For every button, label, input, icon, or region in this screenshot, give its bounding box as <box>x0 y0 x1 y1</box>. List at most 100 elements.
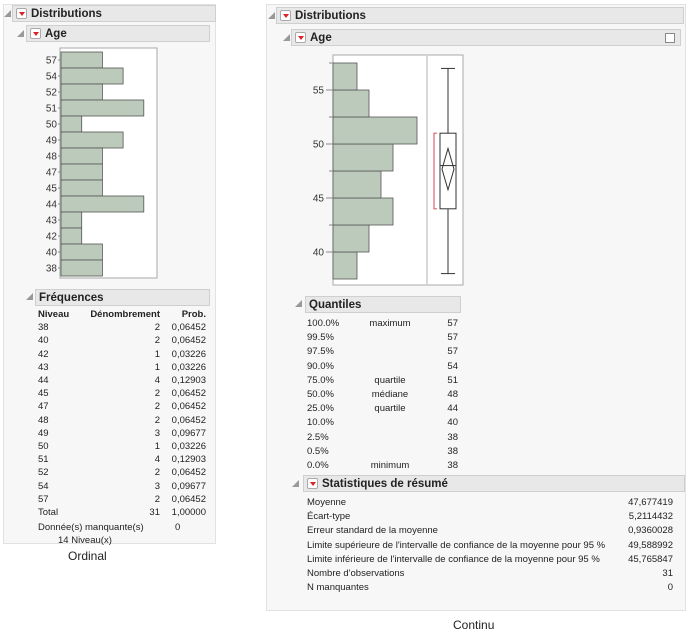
summary-label: N manquantes <box>307 582 369 594</box>
quantile-value: 57 <box>447 332 458 344</box>
disclosure-icon[interactable] <box>295 300 302 307</box>
histogram-bar <box>332 197 394 226</box>
histogram-bar <box>60 67 124 85</box>
missing-value: 0 <box>175 522 181 534</box>
axis-tick-label: 45 <box>313 194 325 205</box>
table-cell: 47 <box>38 401 49 413</box>
continuous-plot: 40 45 50 55 <box>313 54 464 286</box>
quantile-pct: 25.0% <box>307 403 334 415</box>
quantile-pct: 50.0% <box>307 389 334 400</box>
table-cell: 57 <box>38 493 49 505</box>
table-cell: 44 <box>38 375 49 386</box>
age-header[interactable]: Age <box>26 25 210 42</box>
table-cell: 54 <box>38 480 49 492</box>
table-cell: 2 <box>154 322 160 334</box>
histogram-bar <box>332 62 358 91</box>
table-cell: 42 <box>38 348 49 360</box>
red-triangle-menu-icon[interactable] <box>295 32 306 43</box>
histogram-bar <box>60 115 83 133</box>
summary-value: 45,765847 <box>628 553 673 565</box>
table-cell: 2 <box>154 401 160 413</box>
histogram-bar <box>60 259 103 277</box>
red-triangle-menu-icon[interactable] <box>16 8 27 19</box>
frequencies-header[interactable]: Fréquences <box>35 289 210 306</box>
histogram-bar <box>60 83 103 101</box>
table-cell: 0,03226 <box>171 361 206 373</box>
summary-value: 31 <box>662 568 673 579</box>
summary-value: 47,677419 <box>628 497 673 508</box>
disclosure-icon[interactable] <box>292 480 299 487</box>
age-header[interactable]: Age <box>291 29 681 46</box>
quantile-value: 38 <box>447 445 458 457</box>
table-cell: 1 <box>154 361 160 373</box>
summary-label: Erreur standard de la moyenne <box>307 525 438 537</box>
table-cell: 49 <box>38 427 49 439</box>
table-cell: 2 <box>154 414 160 426</box>
report-options-icon[interactable] <box>665 33 675 43</box>
histogram-bar <box>60 131 124 149</box>
quantile-value: 57 <box>447 318 458 329</box>
summary-label: Limite inférieure de l'intervalle de con… <box>307 553 600 565</box>
histogram-bar <box>332 170 382 199</box>
histogram-bar <box>60 179 103 197</box>
axis-tick-label: 40 <box>313 248 325 259</box>
disclosure-icon[interactable] <box>283 34 290 41</box>
table-cell: 2 <box>154 335 160 347</box>
quantile-pct: 90.0% <box>307 360 334 372</box>
total-cell: 1,00000 <box>171 507 206 518</box>
ordinal-histogram: 57 54 52 51 50 49 48 47 45 44 43 42 40 38 <box>46 47 158 279</box>
red-triangle-menu-icon[interactable] <box>280 10 291 21</box>
quantile-label: quartile <box>374 403 406 415</box>
table-cell: 0,06452 <box>171 335 206 347</box>
quantile-value: 48 <box>447 389 458 400</box>
summary-value: 0 <box>667 582 673 594</box>
disclosure-icon[interactable] <box>17 30 24 37</box>
axis-tick-label: 49 <box>46 136 58 147</box>
axis-tick-label: 40 <box>46 248 58 259</box>
caption-continuous: Continu <box>453 618 495 632</box>
table-cell: 3 <box>154 480 160 492</box>
quantile-value: 51 <box>447 374 458 386</box>
quantiles-header[interactable]: Quantiles <box>305 296 461 313</box>
red-triangle-menu-icon[interactable] <box>30 28 41 39</box>
distributions-header[interactable]: Distributions <box>276 7 684 24</box>
axis-tick-label: 38 <box>46 264 58 275</box>
distributions-header[interactable]: Distributions <box>12 5 216 22</box>
missing-label: Donnée(s) manquante(s) <box>38 522 144 534</box>
summary-label: Écart-type <box>307 511 351 523</box>
axis-tick-label: 48 <box>46 152 58 163</box>
table-cell: 0,06452 <box>171 322 206 334</box>
quantile-value: 38 <box>447 431 458 443</box>
table-cell: 0,06452 <box>171 467 206 479</box>
axis-tick-label: 55 <box>313 86 325 97</box>
table-cell: 1 <box>154 348 160 360</box>
quantile-pct: 97.5% <box>307 346 334 358</box>
histogram-bar <box>332 224 370 253</box>
table-cell: 2 <box>154 388 160 400</box>
quantile-pct: 75.0% <box>307 374 334 386</box>
summary-stats-header[interactable]: Statistiques de résumé <box>303 475 685 492</box>
table-cell: 0,12903 <box>171 375 206 386</box>
axis-tick-label: 57 <box>46 56 58 67</box>
table-cell: 38 <box>38 322 49 334</box>
disclosure-icon[interactable] <box>4 10 11 17</box>
table-cell: 2 <box>154 493 160 505</box>
axis-tick-label: 42 <box>46 232 58 243</box>
histogram-bar <box>60 195 145 213</box>
axis-tick-label: 45 <box>46 184 58 195</box>
disclosure-icon[interactable] <box>268 12 275 19</box>
summary-value: 49,588992 <box>628 539 673 551</box>
table-cell: 0,09677 <box>171 480 206 492</box>
column-header: Prob. <box>181 309 206 320</box>
axis-tick-label: 52 <box>46 88 58 99</box>
quantile-label: médiane <box>371 389 409 400</box>
table-cell: 52 <box>38 467 49 479</box>
quantile-value: 44 <box>447 403 458 415</box>
quantile-label: quartile <box>374 374 406 386</box>
disclosure-icon[interactable] <box>26 293 33 300</box>
table-cell: 0,06452 <box>171 493 206 505</box>
distributions-title: Distributions <box>31 7 102 20</box>
quantile-label: maximum <box>369 318 411 329</box>
red-triangle-menu-icon[interactable] <box>307 478 318 489</box>
histogram-bar <box>60 211 83 229</box>
